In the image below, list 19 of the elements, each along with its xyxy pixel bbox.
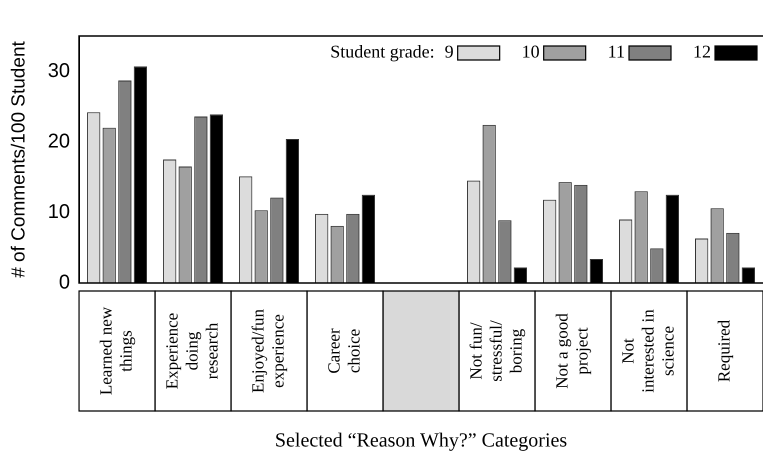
x-tick-label: Experience doing research	[162, 312, 222, 390]
x-tick-label: Not fun/ stressful/ boring	[466, 320, 526, 382]
legend-title: Student grade:	[330, 42, 435, 62]
y-tick-label: 20	[48, 130, 70, 152]
legend-label: 11	[608, 42, 626, 62]
legend-label: 9	[444, 42, 454, 62]
y-axis-title: # of Comments/100 Student	[8, 40, 30, 278]
x-tick-label: Not interested in science	[618, 308, 678, 393]
x-tick-label: Required	[714, 319, 734, 382]
x-tick-label: Learned new things	[96, 306, 136, 396]
y-tick-label: 10	[48, 200, 70, 223]
legend-label: 12	[693, 42, 711, 62]
legend-label: 10	[522, 42, 540, 62]
x-tick-label: Not a good project	[552, 312, 592, 389]
x-tick-label: Career choice	[324, 328, 364, 374]
x-axis-title: Selected “Reason Why?” Categories	[274, 429, 568, 452]
y-tick-label: 0	[58, 272, 70, 294]
y-tick-label: 30	[48, 60, 70, 82]
x-tick-label: Enjoyed/fun experience	[248, 308, 288, 394]
